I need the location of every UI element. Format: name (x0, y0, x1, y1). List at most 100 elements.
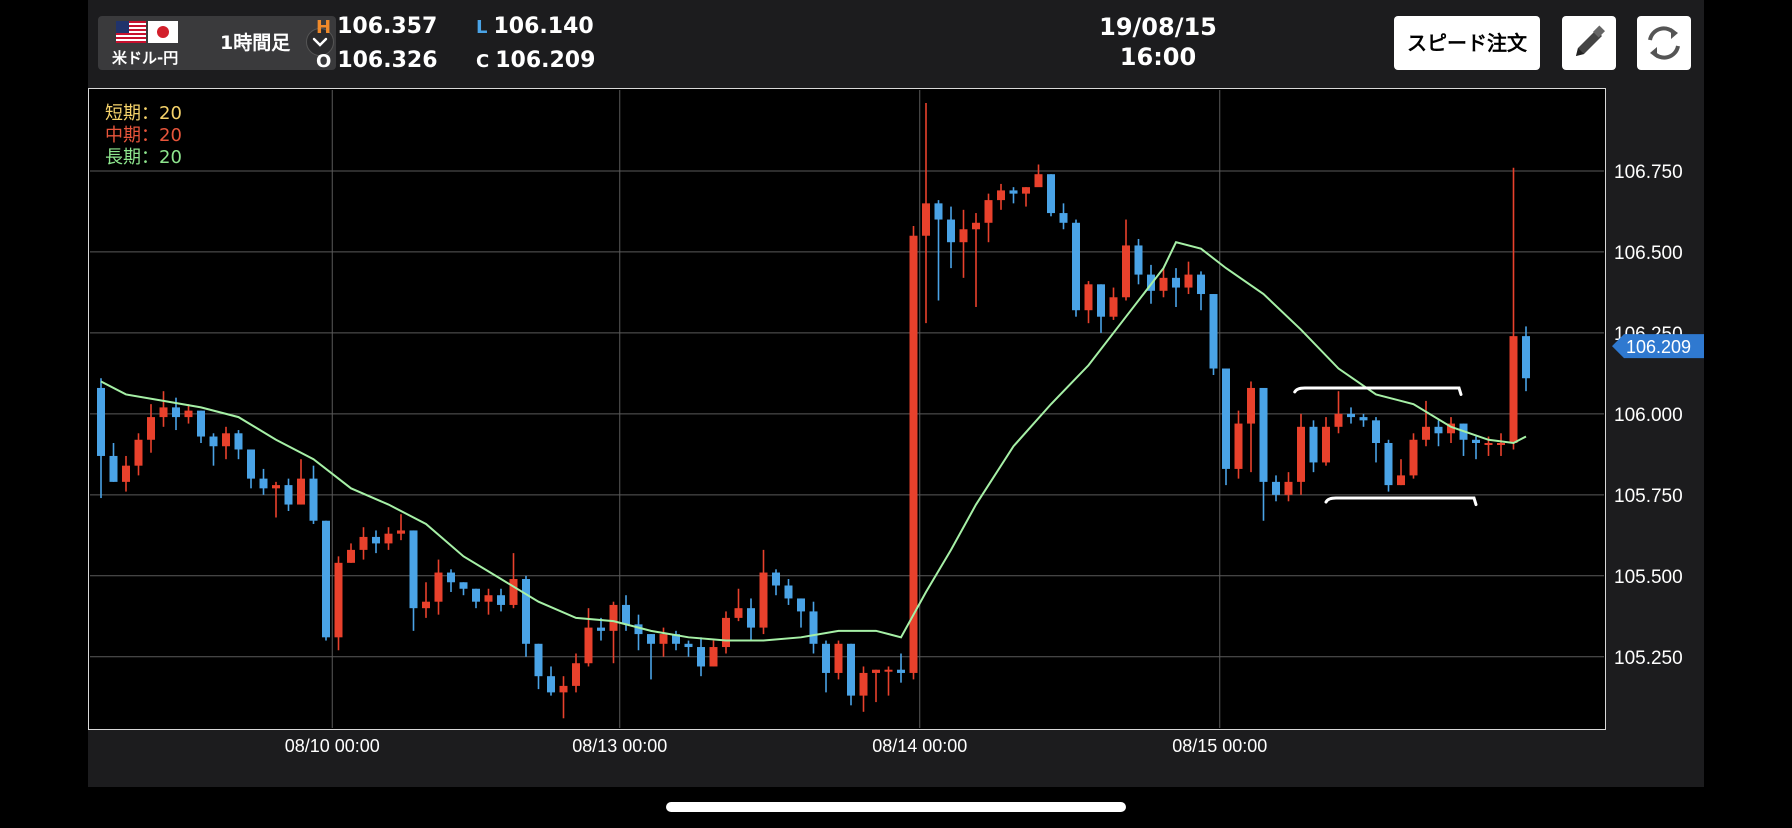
x-tick-label: 08/13 00:00 (572, 736, 667, 756)
candle-body (397, 530, 405, 534)
x-tick-label: 08/14 00:00 (872, 736, 967, 756)
candle-body (1022, 187, 1030, 194)
candle-body (684, 643, 693, 648)
candle-body (134, 439, 143, 466)
candle-body (1159, 277, 1168, 291)
annotation-line (1324, 496, 1478, 507)
candle-body (1422, 426, 1430, 440)
candle-body (1209, 294, 1218, 369)
candle-body (909, 235, 918, 673)
candle-body (1484, 443, 1493, 446)
refresh-icon[interactable] (1637, 16, 1691, 70)
candle-body (1497, 443, 1505, 446)
current-time: 16:00 (1119, 43, 1197, 71)
candle-body (1009, 190, 1018, 194)
annotation-line (1293, 386, 1463, 396)
candle-body (609, 604, 618, 631)
candle-body (1184, 274, 1193, 288)
candle-body (559, 685, 568, 693)
candle-body (972, 222, 980, 230)
candle-body (1034, 174, 1043, 188)
pencil-icon[interactable] (1562, 16, 1616, 70)
candle-body (1309, 426, 1318, 463)
candle-body (297, 478, 305, 505)
candle-body (1247, 387, 1255, 424)
candle-body (809, 611, 818, 644)
candle-body (247, 449, 255, 479)
candle-body (722, 617, 730, 648)
candle-body (622, 604, 630, 625)
candle-body (1334, 413, 1343, 427)
candle-body (1172, 277, 1180, 288)
currency-pair-selector[interactable]: 米ドル-円 1時間足 (98, 16, 336, 70)
current-date: 19/08/15 (1099, 13, 1217, 41)
candle-body (422, 601, 430, 609)
y-tick-label: 106.000 (1614, 405, 1683, 426)
candle-body (1222, 368, 1230, 469)
candle-body (1447, 423, 1455, 434)
x-tick-label: 08/10 00:00 (285, 736, 380, 756)
candle-body (784, 585, 793, 599)
candle-body (172, 407, 180, 418)
candle-body (672, 634, 680, 644)
candle-body (1297, 426, 1305, 482)
candle-body (1522, 336, 1530, 379)
ma-long-line (100, 241, 1527, 642)
candle-body (1509, 336, 1518, 444)
ma-legend: 短期：20 中期：20 長期：20 (105, 103, 182, 169)
candle-body (1134, 245, 1143, 275)
candle-body (347, 549, 355, 563)
candle-body (472, 588, 480, 602)
candle-body (1409, 439, 1418, 476)
candle-body (572, 663, 580, 686)
candle-body (597, 627, 605, 631)
candle-body (434, 572, 443, 602)
candle-body (147, 417, 155, 440)
candle-body (284, 485, 293, 505)
candle-body (922, 203, 930, 236)
speed-order-button[interactable]: スピード注文 (1394, 16, 1540, 70)
japan-flag-icon (148, 21, 178, 43)
ma-legend-long: 長期：20 (105, 147, 182, 168)
candle-body (947, 219, 955, 243)
close-price: C 106.209 (476, 48, 596, 73)
candle-body (1084, 284, 1093, 311)
candle-body (734, 608, 743, 618)
currency-pair-label: 米ドル-円 (112, 49, 179, 67)
candle-body (709, 647, 718, 667)
ma-legend-mid: 中期：20 (105, 125, 182, 146)
candle-body (372, 536, 380, 544)
candle-body (159, 407, 168, 418)
home-indicator[interactable] (666, 802, 1126, 812)
candlestick-chart[interactable]: 106.750106.500106.250106.000105.750105.5… (88, 88, 1704, 787)
candle-body (884, 669, 893, 672)
candle-body (334, 562, 343, 638)
candle-body (209, 436, 218, 447)
y-tick-label: 105.750 (1614, 486, 1683, 507)
candle-body (959, 229, 968, 243)
candle-body (934, 203, 943, 220)
candle-body (1197, 274, 1205, 295)
chevron-down-icon[interactable] (306, 28, 334, 56)
candle-body (997, 190, 1005, 201)
current-price-tag (1612, 334, 1704, 359)
open-price: O 106.326 (316, 48, 438, 73)
candle-body (1347, 413, 1355, 418)
candle-body (797, 598, 805, 612)
candle-body (1059, 213, 1068, 223)
candle-body (322, 520, 330, 638)
candle-body (659, 634, 668, 644)
candle-body (859, 672, 868, 696)
current-datetime: 19/08/15 16:00 (1088, 12, 1228, 72)
candle-body (447, 572, 455, 583)
candle-body (1434, 426, 1443, 434)
candle-body (584, 627, 593, 664)
candle-body (1097, 284, 1105, 317)
candle-body (97, 387, 105, 456)
candle-body (1322, 426, 1330, 463)
candle-body (534, 643, 543, 677)
timeframe-label[interactable]: 1時間足 (220, 32, 291, 54)
candle-body (1047, 174, 1055, 214)
candle-body (984, 200, 993, 223)
